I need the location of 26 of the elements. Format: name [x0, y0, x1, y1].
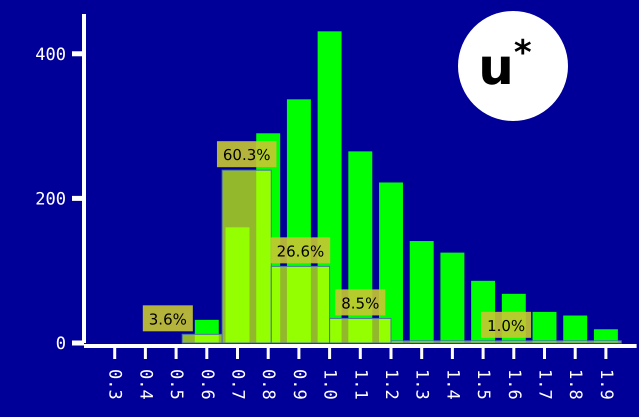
x-tick-label: 1.9: [596, 369, 616, 400]
y-tick-label: 400: [35, 44, 66, 65]
x-tick-label: 0.4: [135, 369, 156, 400]
x-tick-label: 0.9: [288, 369, 309, 400]
x-tick-label: 1.8: [565, 369, 586, 400]
annotation: 3.6%: [148, 310, 187, 328]
annotation: 8.5%: [341, 294, 380, 312]
y-tick-label: 200: [35, 189, 66, 210]
annotation: 60.3%: [222, 146, 271, 164]
annotation: 1.0%: [487, 316, 526, 335]
x-tick-label: 0.5: [166, 369, 186, 400]
x-tick-label: 1.0: [320, 369, 340, 400]
x-tick-label: 0.7: [228, 369, 248, 400]
x-tick-label: 1.4: [442, 369, 462, 400]
x-tick-label: 1.6: [504, 369, 524, 400]
x-tick-label: 0.8: [258, 369, 278, 400]
x-tick-label: 1.1: [350, 369, 370, 400]
x-tick-label: 0.6: [196, 369, 217, 400]
y-tick-label: 0: [56, 334, 66, 354]
annotation: u$^{*}$: [478, 33, 532, 96]
x-tick-label: 0.3: [104, 369, 125, 400]
x-tick-label: 1.5: [473, 369, 494, 400]
x-tick-label: 1.7: [534, 369, 554, 400]
x-tick-label: 1.2: [381, 369, 401, 400]
x-tick-label: 1.3: [412, 369, 432, 400]
annotation: 26.6%: [276, 242, 324, 260]
